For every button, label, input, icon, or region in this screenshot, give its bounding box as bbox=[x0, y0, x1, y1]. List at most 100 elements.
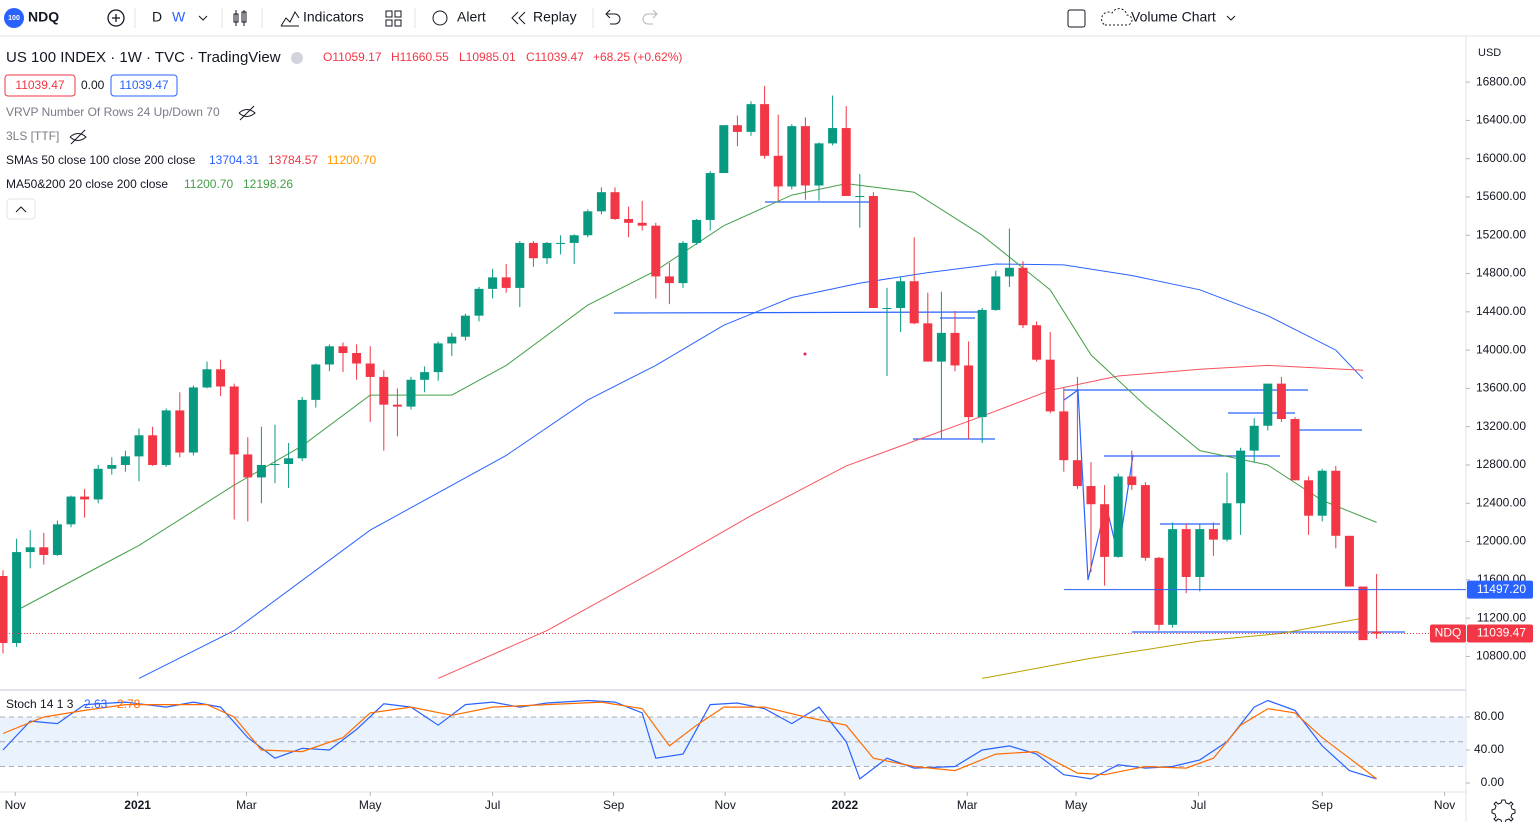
chart-type-icon[interactable] bbox=[233, 10, 247, 26]
x-tick-label: Nov bbox=[1434, 798, 1455, 812]
alert-button[interactable]: Alert bbox=[457, 9, 486, 25]
candle-body bbox=[460, 315, 470, 337]
toolbar-bg bbox=[0, 0, 1540, 36]
logo[interactable] bbox=[4, 8, 24, 28]
add-symbol[interactable] bbox=[107, 9, 125, 27]
candle-body bbox=[1140, 485, 1150, 558]
candle-body bbox=[148, 435, 158, 465]
indicator-line bbox=[16, 183, 1377, 611]
chevron[interactable] bbox=[1226, 15, 1236, 21]
indicator-label: MA50&200 20 close 200 close bbox=[6, 177, 168, 191]
candle-body bbox=[39, 547, 49, 555]
candle-body bbox=[243, 454, 253, 478]
sell-box[interactable] bbox=[4, 74, 76, 97]
candle-body bbox=[433, 343, 443, 373]
interval[interactable]: W bbox=[172, 9, 186, 25]
candle-body bbox=[624, 218, 634, 223]
candle-body bbox=[1113, 476, 1123, 557]
plus-icon bbox=[112, 14, 120, 22]
candle-body bbox=[406, 379, 416, 407]
replay-icon[interactable] bbox=[511, 11, 526, 25]
y-tick-label: 11200.00 bbox=[1477, 610, 1526, 624]
settings[interactable] bbox=[1491, 799, 1516, 822]
candle-body bbox=[1168, 529, 1178, 625]
candle-body bbox=[0, 576, 8, 644]
candle-body bbox=[1045, 359, 1055, 412]
redo[interactable] bbox=[642, 9, 658, 25]
candle-body bbox=[1032, 325, 1042, 360]
chevron[interactable] bbox=[198, 15, 208, 21]
candle-body bbox=[1358, 586, 1368, 641]
symbol[interactable]: NDQ bbox=[28, 9, 59, 25]
price-tag bbox=[1467, 624, 1533, 643]
candle-body bbox=[1344, 535, 1354, 587]
candle-body bbox=[1317, 470, 1327, 516]
market-status[interactable] bbox=[291, 52, 303, 64]
price-tag bbox=[1467, 580, 1533, 599]
layout-name[interactable]: Volume Chart bbox=[1131, 9, 1216, 25]
x-tick-label: May bbox=[1065, 798, 1088, 812]
candle-body bbox=[365, 363, 375, 377]
candle-body bbox=[420, 372, 430, 380]
chart-panes: USD10800.0011200.0011600.0012000.0012400… bbox=[0, 36, 1540, 822]
replay-button[interactable]: Replay bbox=[533, 9, 577, 25]
x-tick-label: Mar bbox=[957, 798, 978, 812]
candle-body bbox=[1100, 504, 1110, 557]
axis-bg bbox=[1467, 37, 1540, 822]
layouts-icon[interactable] bbox=[385, 10, 402, 27]
symbol-tag bbox=[1430, 624, 1466, 643]
candle-body bbox=[882, 308, 892, 310]
price-tag-label: 11497.20 bbox=[1477, 582, 1526, 596]
candle-body bbox=[134, 435, 144, 457]
hidden-icon[interactable] bbox=[238, 105, 256, 121]
chevron bbox=[15, 206, 27, 213]
candle-body bbox=[270, 464, 280, 466]
collapse-button[interactable] bbox=[6, 198, 36, 220]
interval[interactable]: D bbox=[152, 9, 162, 25]
candle-body bbox=[556, 242, 566, 244]
candle-body bbox=[107, 464, 117, 469]
candle-body bbox=[80, 496, 90, 500]
candle-body bbox=[909, 281, 919, 324]
y-tick-label: 14400.00 bbox=[1476, 304, 1526, 318]
candle-body bbox=[515, 242, 525, 288]
candle-body bbox=[596, 192, 606, 212]
ohlc-high: H11660.55 bbox=[391, 50, 449, 64]
alert-icon[interactable] bbox=[432, 10, 448, 26]
x-tick-label: Sep bbox=[1312, 798, 1334, 812]
candle-body bbox=[338, 346, 348, 353]
x-tick-label: Mar bbox=[236, 798, 257, 812]
indicator-value: 13784.57 bbox=[268, 153, 318, 167]
candle-body bbox=[1222, 503, 1232, 540]
candle-body bbox=[1208, 529, 1218, 540]
undo[interactable] bbox=[605, 9, 621, 25]
candle-body bbox=[692, 219, 702, 243]
dot bbox=[803, 352, 807, 356]
candle-body bbox=[1276, 383, 1286, 420]
price-tag-label: 11039.47 bbox=[1477, 626, 1526, 640]
cloud-icon[interactable] bbox=[1101, 8, 1133, 26]
indicator-line bbox=[138, 263, 1364, 679]
candle-body bbox=[1249, 425, 1259, 451]
indicators-icon[interactable] bbox=[280, 11, 300, 27]
candle-body bbox=[324, 346, 334, 365]
x-tick-label: 2022 bbox=[831, 798, 858, 812]
candle-body bbox=[583, 211, 593, 236]
buy-box[interactable] bbox=[110, 74, 178, 97]
y-tick-label: 12800.00 bbox=[1476, 457, 1526, 471]
candle-body bbox=[392, 404, 402, 407]
indicators-button[interactable]: Indicators bbox=[303, 9, 364, 25]
candle-body bbox=[1072, 460, 1082, 487]
candle-body bbox=[1372, 631, 1382, 634]
y-tick-label: 0.00 bbox=[1481, 775, 1505, 789]
toolbar: 100 NDQ D W Indicators Alert Replay Volu… bbox=[0, 0, 1540, 37]
x-tick-label: 2021 bbox=[124, 798, 151, 812]
candle-body bbox=[1059, 411, 1069, 461]
candle-body bbox=[678, 242, 688, 284]
candle-body bbox=[447, 336, 457, 344]
hidden-icon[interactable] bbox=[69, 129, 87, 145]
candle-body bbox=[1004, 267, 1014, 277]
fullscreen[interactable] bbox=[1067, 9, 1086, 28]
